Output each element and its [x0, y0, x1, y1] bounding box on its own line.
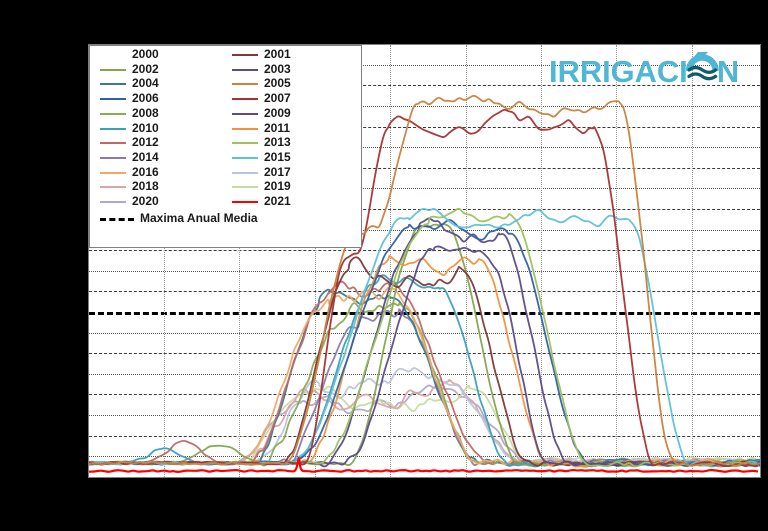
- svg-text:N: N: [717, 54, 739, 89]
- svg-text:IRRIGACI: IRRIGACI: [549, 54, 688, 89]
